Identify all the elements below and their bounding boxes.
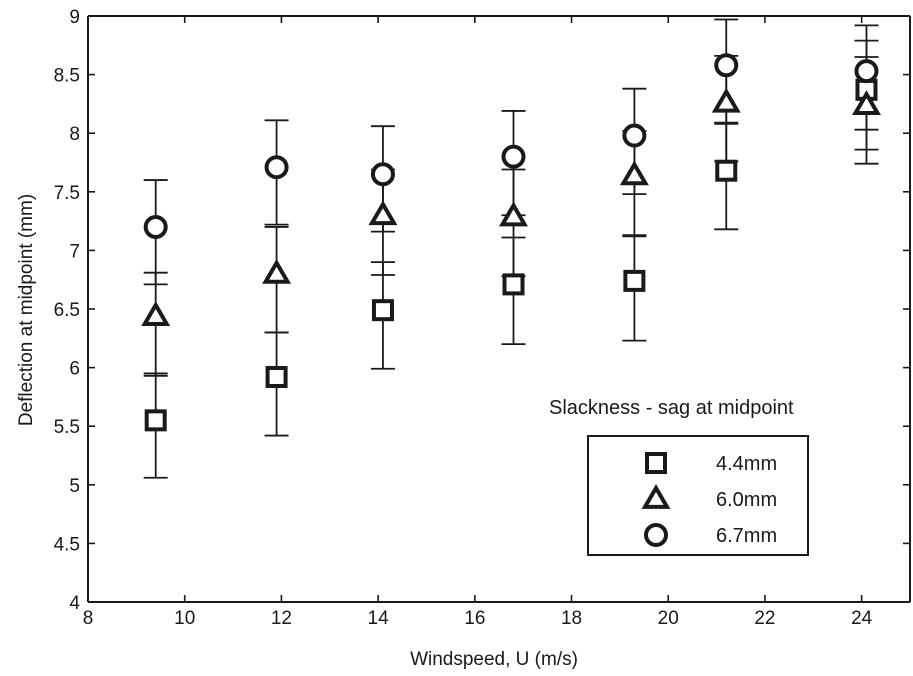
data-point-square — [502, 273, 525, 296]
x-tick-label: 12 — [271, 608, 292, 629]
x-tick-label: 14 — [368, 608, 390, 629]
x-tick-label: 20 — [658, 608, 679, 629]
legend-marker-square — [645, 452, 667, 474]
y-tick-label: 7 — [69, 241, 80, 262]
x-tick-label: 18 — [561, 608, 582, 629]
legend: 4.4mm 6.0mm 6.7mm — [587, 435, 809, 556]
y-tick-label: 5.5 — [54, 417, 80, 438]
legend-title: Slackness - sag at midpoint — [549, 397, 794, 419]
data-point-square — [715, 159, 738, 182]
data-point-circle — [854, 59, 879, 84]
y-tick-label: 5 — [69, 476, 80, 497]
y-axis-title: Deflection at midpoint (mm) — [16, 194, 37, 426]
data-point-square — [144, 409, 167, 432]
data-point-circle — [501, 144, 526, 169]
axes — [87, 15, 911, 603]
data-point-square — [623, 269, 646, 292]
legend-item: 6.0mm — [641, 484, 777, 511]
data-point-triangle — [262, 258, 292, 284]
data-point-triangle — [368, 200, 398, 226]
data-point-circle — [622, 123, 647, 148]
data-point-triangle — [141, 301, 171, 326]
x-tick-label: 8 — [83, 608, 94, 629]
legend-item: 6.7mm — [644, 523, 777, 547]
legend-marker-circle — [644, 523, 668, 547]
x-tick-label: 16 — [464, 608, 485, 629]
legend-label: 6.7mm — [716, 525, 777, 547]
y-tick-label: 4 — [69, 593, 80, 614]
x-axis-title: Windspeed, U (m/s) — [410, 649, 578, 670]
data-point-circle — [143, 214, 168, 239]
data-point-circle — [370, 162, 395, 187]
y-tick-label: 6 — [69, 359, 80, 380]
data-point-triangle — [852, 90, 881, 115]
y-tick-label: 8 — [69, 124, 80, 145]
y-tick-label: 7.5 — [54, 183, 80, 204]
legend-box — [587, 435, 809, 556]
data-point-circle — [714, 53, 739, 78]
legend-item: 4.4mm — [645, 452, 777, 475]
y-tick-label: 6.5 — [54, 300, 80, 321]
tick-layer: 8 10 12 14 16 18 20 22 24 4 4.5 5 5.5 6 6.5 7 7.5 8 8.5 9 — [54, 7, 910, 629]
data-point-triangle — [619, 160, 649, 186]
marker-layer — [141, 53, 881, 432]
y-tick-label: 9 — [69, 7, 80, 28]
data-point-triangle — [711, 87, 741, 113]
x-tick-label: 24 — [851, 608, 873, 629]
legend-label: 4.4mm — [716, 453, 777, 475]
legend-marker-triangle — [641, 484, 671, 509]
x-tick-label: 10 — [174, 608, 195, 629]
data-point-circle — [264, 155, 289, 180]
legend-label: 6.0mm — [716, 489, 777, 511]
data-point-triangle — [499, 201, 528, 227]
data-point-square — [371, 299, 394, 322]
data-point-square — [265, 365, 288, 388]
y-tick-label: 4.5 — [54, 534, 80, 555]
y-tick-label: 8.5 — [54, 66, 80, 87]
x-tick-label: 22 — [754, 608, 775, 629]
